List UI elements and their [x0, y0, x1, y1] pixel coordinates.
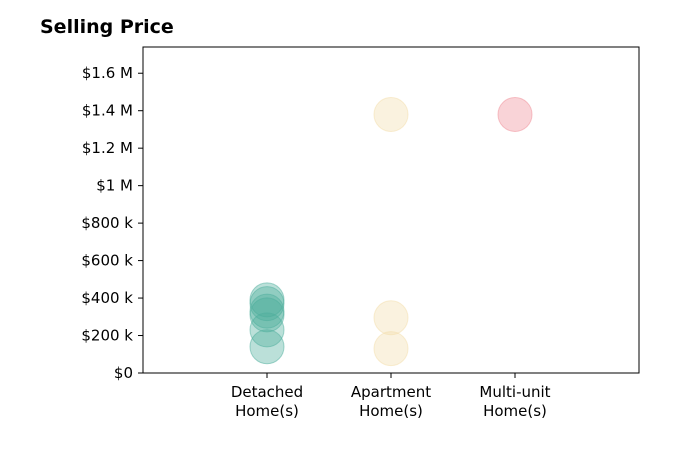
y-tick-label: $400 k: [81, 289, 133, 307]
y-tick-label: $1.4 M: [82, 102, 133, 120]
data-point: [373, 331, 409, 367]
x-tick-label: Home(s): [359, 402, 423, 420]
y-axis: $0 $200 k $400 k $600 k $800 k $1 M $1.2 M $1.4…: [81, 64, 143, 382]
data-point: [373, 96, 409, 132]
y-tick-label: $1.2 M: [82, 139, 133, 157]
y-tick-label: $0: [114, 364, 133, 382]
x-tick-label: Multi-unit: [479, 383, 550, 401]
y-tick-label: $1.6 M: [82, 64, 133, 82]
x-tick-label: Detached: [231, 383, 303, 401]
data-point: [373, 300, 409, 336]
data-point: [249, 282, 285, 318]
data-point: [497, 96, 533, 132]
x-tick-label: Home(s): [483, 402, 547, 420]
chart-title: Selling Price: [40, 16, 174, 38]
data-point: [249, 312, 285, 348]
x-tick-label: Apartment: [351, 383, 431, 401]
data-point: [249, 293, 285, 329]
x-tick-label: Home(s): [235, 402, 299, 420]
x-axis: DetachedHome(s)ApartmentHome(s)Multi-uni…: [231, 373, 551, 420]
data-points: [249, 96, 533, 367]
y-tick-label: $600 k: [81, 252, 133, 270]
y-tick-label: $1 M: [96, 177, 133, 195]
y-tick-label: $200 k: [81, 327, 133, 345]
y-tick-label: $800 k: [81, 214, 133, 232]
